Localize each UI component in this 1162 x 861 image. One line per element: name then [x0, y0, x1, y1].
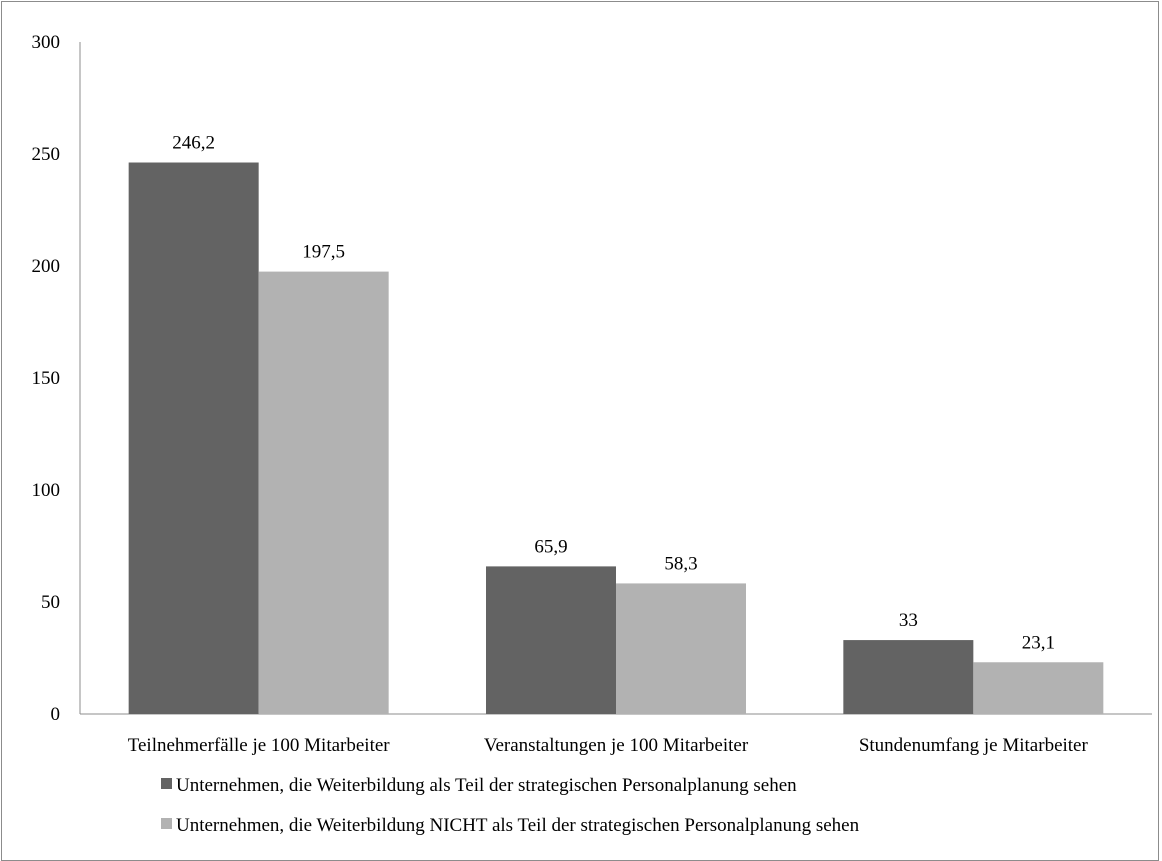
y-axis-ticks: 0 50 100 150 200 250 300	[32, 32, 61, 725]
data-label: 58,3	[664, 553, 697, 574]
y-tick-label: 250	[32, 144, 61, 165]
data-label: 65,9	[534, 536, 567, 557]
bar-series-2	[258, 271, 389, 714]
bar-series-1	[486, 566, 616, 714]
data-labels: 246,2 197,5 65,9 58,3 33 23,1	[172, 133, 1055, 654]
bar-series-1	[128, 162, 259, 715]
x-tick-label: Veranstaltungen je 100 Mitarbeiter	[484, 735, 749, 756]
y-tick-label: 200	[32, 256, 61, 277]
data-label: 197,5	[302, 242, 345, 263]
legend: Unternehmen, die Weiterbildung als Teil …	[161, 775, 860, 836]
bar-series-2	[616, 583, 746, 714]
y-tick-label: 150	[32, 368, 61, 389]
data-label: 246,2	[172, 133, 215, 154]
legend-swatch	[161, 778, 172, 789]
bar-series-2	[973, 662, 1104, 714]
y-tick-label: 300	[32, 32, 61, 53]
data-label: 33	[899, 610, 918, 631]
y-tick-label: 50	[41, 592, 60, 613]
data-label: 23,1	[1022, 632, 1055, 653]
bars	[128, 162, 1104, 715]
bar-series-1	[843, 640, 974, 714]
y-tick-label: 100	[32, 480, 61, 501]
x-tick-label: Stundenumfang je Mitarbeiter	[859, 735, 1089, 756]
legend-label: Unternehmen, die Weiterbildung als Teil …	[176, 775, 797, 796]
legend-label: Unternehmen, die Weiterbildung NICHT als…	[176, 815, 860, 836]
category-labels: Teilnehmerfälle je 100 Mitarbeiter Verans…	[128, 735, 1089, 756]
x-tick-label: Teilnehmerfälle je 100 Mitarbeiter	[128, 735, 391, 756]
y-tick-label: 0	[51, 704, 61, 725]
legend-swatch	[161, 818, 172, 829]
